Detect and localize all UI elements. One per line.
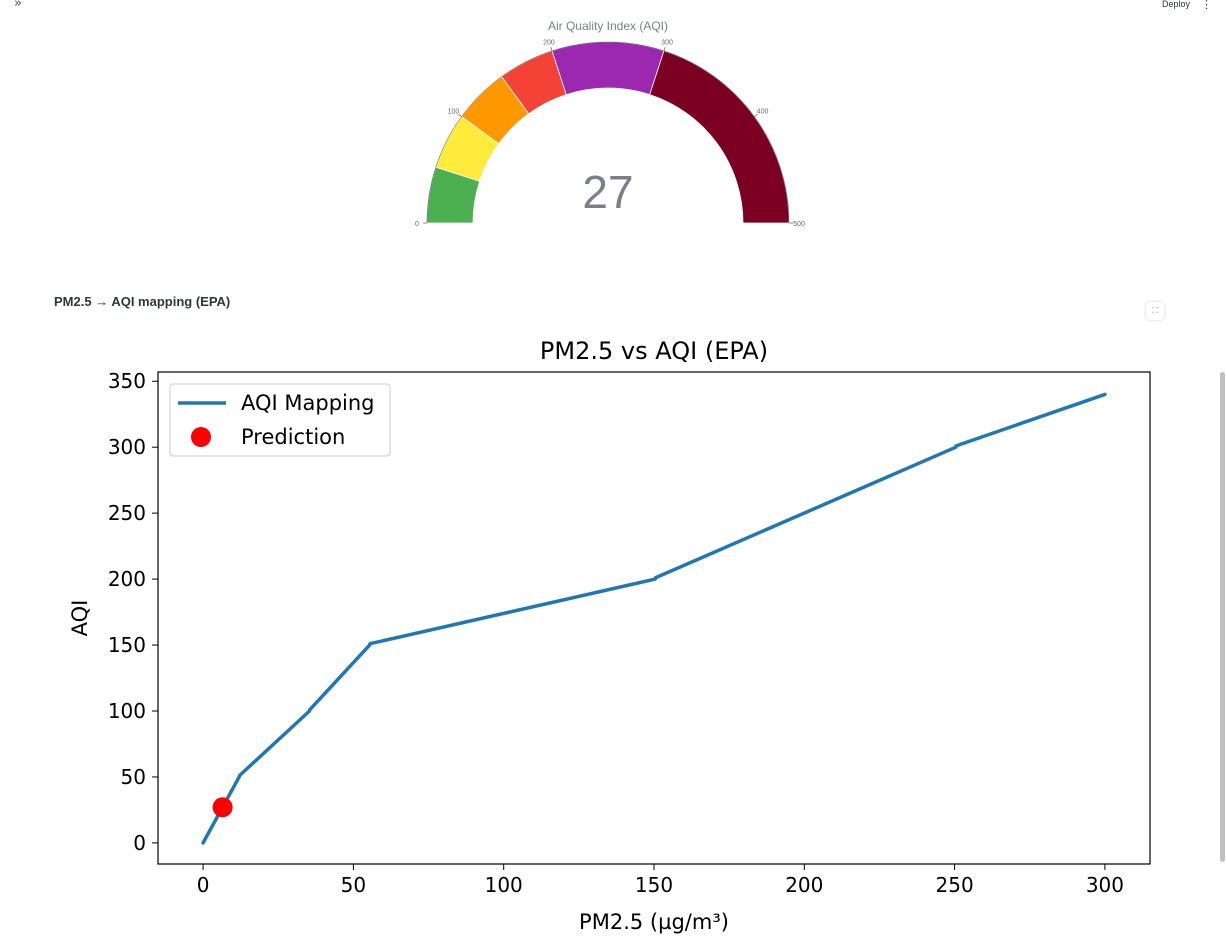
x-tick-label-3: 150	[635, 873, 673, 897]
chart-subheader: PM2.5 → AQI mapping (EPA)	[54, 294, 231, 309]
y-tick-label-1: 50	[121, 765, 146, 789]
x-axis-ticks: 0 50 100 150 200 250 300	[197, 864, 1124, 897]
legend-point-swatch	[191, 427, 211, 447]
top-toolbar: » Deploy ⋮	[0, 0, 1226, 12]
y-tick-label-0: 0	[133, 831, 146, 855]
legend-label-point: Prediction	[241, 425, 345, 449]
y-tick-label-7: 350	[108, 369, 146, 393]
vertical-scrollbar[interactable]	[1220, 372, 1225, 862]
prediction-point-0	[212, 797, 233, 818]
y-tick-label-3: 150	[108, 633, 146, 657]
collapse-sidebar-icon[interactable]: »	[14, 0, 22, 11]
gauge-band-5	[649, 50, 790, 224]
series-layer	[201, 392, 1107, 845]
x-tick-label-4: 200	[785, 873, 823, 897]
deploy-button[interactable]: Deploy	[1161, 0, 1190, 9]
gauge-tick-label-1: 100	[448, 109, 460, 116]
y-axis-ticks: 0 50 100 150 200 250 300 350	[108, 369, 158, 855]
chart-legend: AQI Mapping Prediction	[169, 383, 391, 457]
pm25-aqi-chart: PM2.5 vs AQI (EPA) 0 50 100 150 200 250 300 0 5…	[68, 337, 1151, 934]
x-tick-label-2: 100	[485, 873, 523, 897]
series-line-0	[201, 392, 1107, 845]
gauge-bands	[426, 41, 790, 224]
gauge-tick-mark-1	[458, 114, 462, 117]
y-axis-label: AQI	[68, 600, 92, 637]
y-tick-label-2: 100	[108, 699, 146, 723]
gauge-value: 27	[582, 166, 633, 218]
gauge-tick-label-0: 0	[415, 221, 419, 228]
x-tick-label-5: 250	[936, 873, 974, 897]
gauge-outline	[426, 41, 790, 224]
aqi-gauge: Air Quality Index (AQI) 0 100 200 300 400 500…	[415, 19, 805, 228]
gauge-tick-label-2: 200	[543, 39, 555, 46]
y-tick-label-6: 300	[108, 435, 146, 459]
y-tick-label-5: 250	[108, 501, 146, 525]
x-tick-label-6: 300	[1086, 873, 1124, 897]
fullscreen-icon[interactable]: ⛶	[1146, 302, 1164, 320]
x-tick-label-0: 0	[197, 873, 210, 897]
gauge-band-4	[551, 41, 665, 96]
main-menu-icon[interactable]: ⋮	[1201, 0, 1212, 11]
gauge-tick-mark-3	[663, 46, 666, 51]
gauge-tick-mark-4	[754, 114, 758, 117]
gauge-tick-label-3: 300	[661, 39, 673, 46]
x-axis-label: PM2.5 (µg/m³)	[579, 910, 729, 934]
gauge-ticks: 0 100 200 300 400 500	[415, 39, 805, 228]
gauge-tick-label-5: 500	[793, 221, 805, 228]
legend-label-line: AQI Mapping	[241, 391, 375, 415]
gauge-tick-mark-2	[550, 46, 553, 51]
x-tick-label-1: 50	[341, 873, 366, 897]
gauge-title: Air Quality Index (AQI)	[548, 19, 668, 33]
gauge-tick-label-4: 400	[757, 109, 769, 116]
y-tick-label-4: 200	[108, 567, 146, 591]
chart-title: PM2.5 vs AQI (EPA)	[540, 337, 768, 365]
